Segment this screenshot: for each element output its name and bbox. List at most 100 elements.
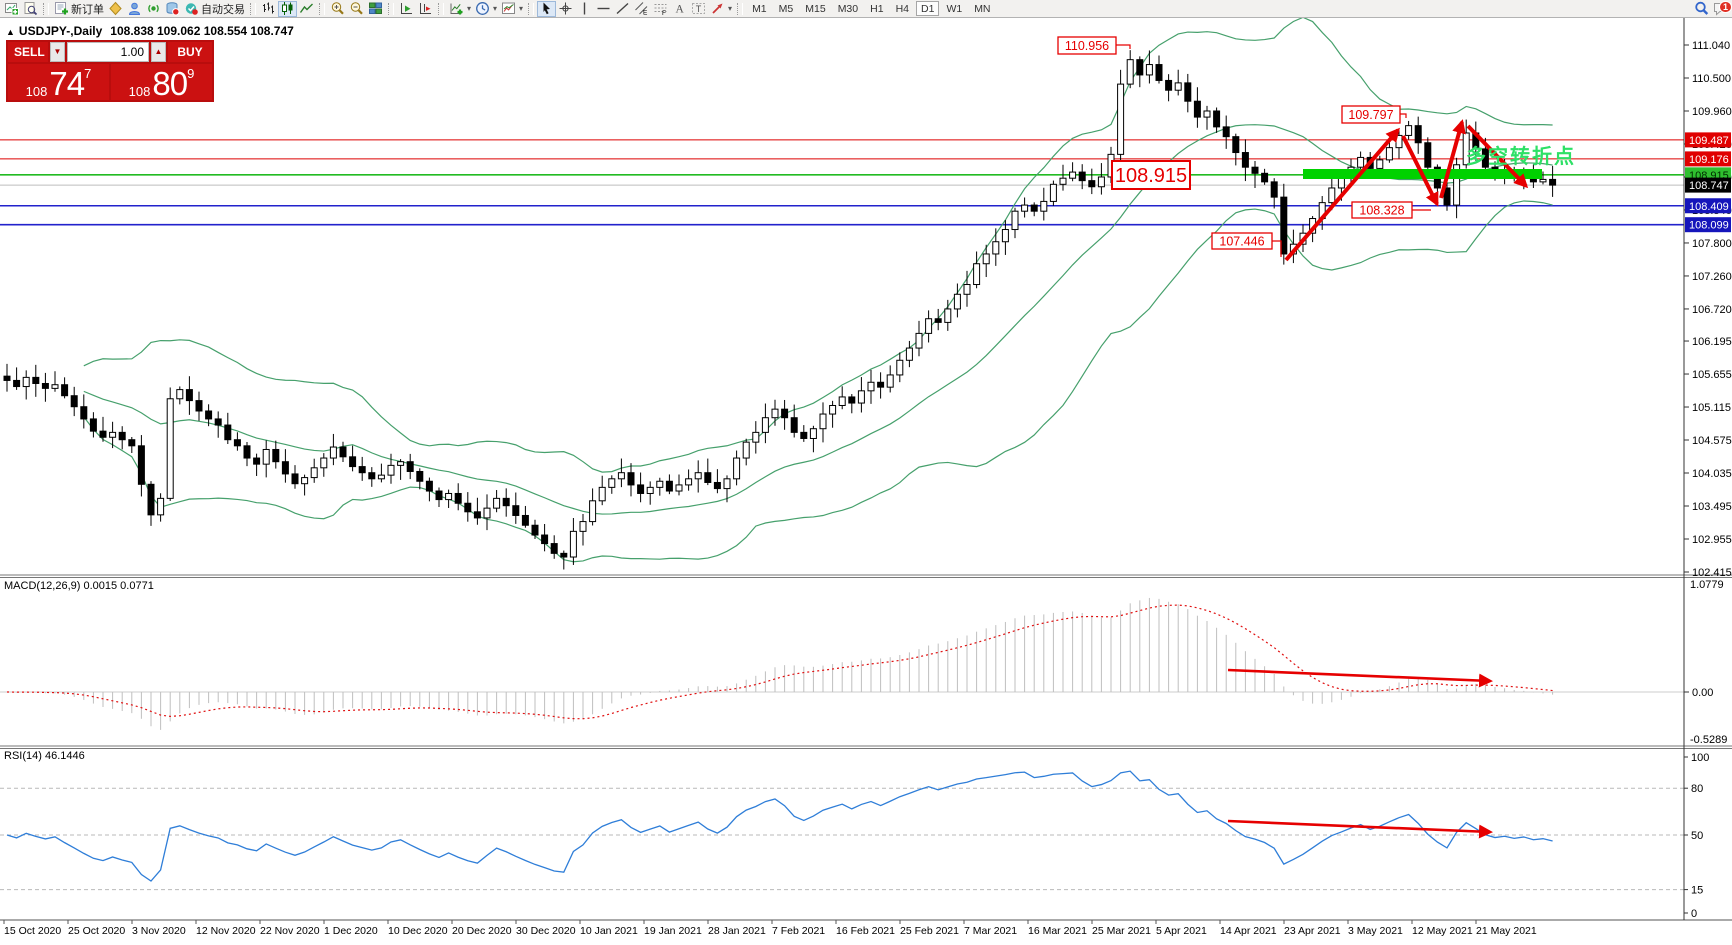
fibonacci-button[interactable]: F bbox=[651, 1, 670, 17]
sell-price[interactable]: 108 74 7 bbox=[8, 64, 109, 100]
vertical-line-button[interactable] bbox=[575, 1, 594, 17]
candlestick-chart-icon bbox=[280, 1, 295, 16]
chat-button[interactable]: 1 bbox=[1711, 0, 1732, 17]
timeframe-h4-button[interactable]: H4 bbox=[891, 1, 914, 16]
symbol-period-label: USDJPY-,Daily bbox=[18, 24, 103, 38]
svg-text:15 Oct 2020: 15 Oct 2020 bbox=[4, 925, 61, 937]
sell-button[interactable]: SELL bbox=[8, 42, 48, 62]
history-center-icon bbox=[165, 1, 180, 16]
volume-increase-button[interactable]: ▲ bbox=[151, 42, 166, 62]
timeframe-m5-button[interactable]: M5 bbox=[774, 1, 799, 16]
arrows-button[interactable]: ▾ bbox=[708, 1, 734, 17]
volume-input[interactable] bbox=[67, 42, 149, 62]
market-watch-icon bbox=[108, 1, 123, 16]
horizontal-line-icon bbox=[596, 1, 611, 16]
sell-price-prefix: 108 bbox=[25, 84, 48, 99]
svg-text:F: F bbox=[662, 10, 666, 16]
svg-text:10 Dec 2020: 10 Dec 2020 bbox=[388, 925, 448, 937]
new-order-button[interactable]: 新订单 bbox=[52, 1, 106, 17]
zoom-out-button[interactable] bbox=[347, 1, 366, 17]
toolbar-separator bbox=[250, 2, 256, 15]
text-button[interactable]: A bbox=[670, 1, 689, 17]
horizontal-line-button[interactable] bbox=[594, 1, 613, 17]
timeframe-mn-button[interactable]: MN bbox=[969, 1, 995, 16]
timeframe-m15-button[interactable]: M15 bbox=[800, 1, 830, 16]
new-chart-button[interactable] bbox=[2, 1, 21, 17]
svg-text:3 May 2021: 3 May 2021 bbox=[1348, 925, 1403, 937]
search-button[interactable] bbox=[1692, 1, 1711, 17]
templates-button[interactable]: ▾ bbox=[499, 1, 525, 17]
price-axis: 111.040110.500109.960109.420108.880108.3… bbox=[1684, 40, 1732, 920]
crosshair-button[interactable] bbox=[556, 1, 575, 17]
rsi-line bbox=[6, 770, 1553, 882]
volume-decrease-button[interactable]: ▼ bbox=[50, 42, 65, 62]
profiles-icon bbox=[23, 1, 38, 16]
pane-borders bbox=[0, 18, 1732, 921]
price-label-annotations[interactable]: 110.956 109.797 108.915 108.328 107.446 bbox=[1057, 36, 1431, 257]
trendline-button[interactable] bbox=[613, 1, 632, 17]
toolbar-separator bbox=[43, 2, 49, 15]
timeframe-m1-button[interactable]: M1 bbox=[747, 1, 772, 16]
zigzag-arrows-annotation[interactable] bbox=[1284, 119, 1529, 262]
autotrading-button[interactable]: 自动交易 bbox=[182, 1, 247, 17]
chart-canvas[interactable]: 110.956 109.797 108.915 108.328 107.446 111.0… bbox=[0, 18, 1732, 940]
periods-button[interactable]: ▾ bbox=[473, 1, 499, 17]
notification-badge: 1 bbox=[1718, 0, 1732, 13]
new-chart-icon bbox=[4, 1, 19, 16]
market-watch-button[interactable] bbox=[106, 1, 125, 17]
zoom-in-button[interactable] bbox=[328, 1, 347, 17]
svg-text:109.797: 109.797 bbox=[1348, 108, 1393, 122]
text-label-button[interactable]: T bbox=[689, 1, 708, 17]
trendline-icon bbox=[615, 1, 630, 16]
indicators-icon bbox=[449, 1, 464, 16]
navigator-button[interactable] bbox=[125, 1, 144, 17]
history-center-button[interactable] bbox=[163, 1, 182, 17]
svg-text:109.487: 109.487 bbox=[1689, 135, 1729, 147]
buy-button[interactable]: BUY bbox=[168, 42, 212, 62]
svg-text:20 Dec 2020: 20 Dec 2020 bbox=[452, 925, 512, 937]
buy-price-prefix: 108 bbox=[128, 84, 151, 99]
timeframe-h1-button[interactable]: H1 bbox=[865, 1, 888, 16]
macd-trend-arrow-annotation[interactable] bbox=[1227, 668, 1493, 688]
svg-text:102.415: 102.415 bbox=[1692, 567, 1732, 579]
svg-text:108.328: 108.328 bbox=[1359, 204, 1404, 218]
svg-text:3 Nov 2020: 3 Nov 2020 bbox=[132, 925, 186, 937]
fibonacci-icon: F bbox=[653, 1, 668, 16]
turning-point-annotation[interactable]: 多空转折点 bbox=[1466, 146, 1576, 168]
collapse-arrow-icon[interactable]: ▲ bbox=[6, 27, 15, 37]
buy-price[interactable]: 108 80 9 bbox=[111, 64, 212, 100]
signals-button[interactable] bbox=[144, 1, 163, 17]
chart-area[interactable]: 110.956 109.797 108.915 108.328 107.446 111.0… bbox=[0, 18, 1732, 945]
horizontal-level-lines[interactable] bbox=[0, 139, 1684, 226]
vertical-line-icon bbox=[577, 1, 592, 16]
candles-layer bbox=[3, 50, 1557, 570]
svg-text:19 Jan 2021: 19 Jan 2021 bbox=[644, 925, 702, 937]
timeframe-d1-button[interactable]: D1 bbox=[916, 1, 940, 16]
rsi-trend-arrow-annotation[interactable] bbox=[1227, 819, 1493, 839]
bollinger-middle-line bbox=[83, 124, 1553, 515]
macd-histogram bbox=[16, 597, 1554, 730]
cursor-button[interactable] bbox=[537, 0, 557, 17]
autotrading-label: 自动交易 bbox=[201, 3, 245, 16]
profiles-button[interactable] bbox=[21, 1, 40, 17]
macd-signal-line bbox=[6, 604, 1553, 720]
auto-scroll-button[interactable] bbox=[397, 1, 416, 17]
tile-windows-button[interactable] bbox=[366, 1, 385, 17]
dropdown-caret-icon: ▾ bbox=[493, 4, 498, 13]
dropdown-caret-icon: ▾ bbox=[728, 4, 733, 13]
svg-text:25 Oct 2020: 25 Oct 2020 bbox=[68, 925, 125, 937]
line-chart-button[interactable] bbox=[297, 1, 316, 17]
equidistant-channel-button[interactable]: E bbox=[632, 1, 651, 17]
svg-text:104.575: 104.575 bbox=[1692, 435, 1732, 447]
timeframe-w1-button[interactable]: W1 bbox=[941, 1, 967, 16]
chart-shift-button[interactable] bbox=[416, 1, 435, 17]
bollinger-upper-line bbox=[83, 18, 1553, 473]
bar-chart-button[interactable] bbox=[259, 1, 278, 17]
timeframe-m30-button[interactable]: M30 bbox=[833, 1, 863, 16]
rsi-level-lines bbox=[0, 787, 1684, 891]
toolbar-separator bbox=[528, 2, 535, 15]
candlestick-chart-button[interactable] bbox=[278, 0, 297, 17]
svg-text:110.500: 110.500 bbox=[1692, 73, 1731, 85]
indicators-button[interactable]: ▾ bbox=[447, 1, 473, 17]
